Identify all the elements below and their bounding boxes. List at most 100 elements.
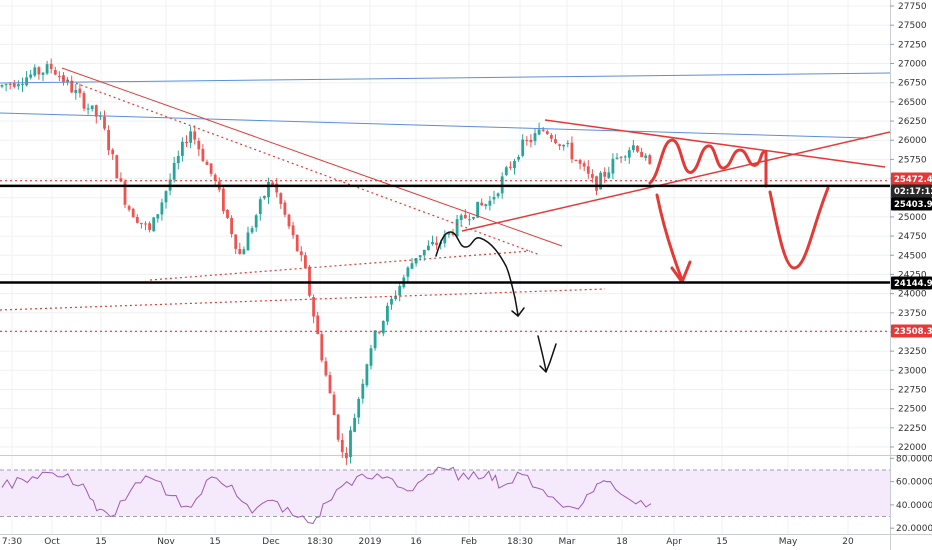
price-tag-bg: [891, 184, 932, 198]
projection-wave: [648, 138, 768, 188]
price-tick-label: 23250: [898, 347, 927, 357]
candle-body: [533, 133, 537, 142]
candle-body: [197, 140, 201, 150]
price-tag-bg: [891, 197, 932, 211]
price-tag-label: 25472.47: [894, 175, 932, 185]
candle-body: [201, 148, 205, 161]
candle-body: [176, 155, 180, 164]
candle-body: [570, 142, 574, 160]
candle-body: [230, 217, 233, 235]
candle-body: [369, 348, 373, 366]
candle-body: [164, 191, 168, 203]
candle-body: [148, 223, 151, 230]
candle-body: [78, 88, 82, 94]
candle-body: [119, 178, 123, 182]
price-tick-label: 27250: [898, 40, 927, 50]
candle-body: [25, 77, 28, 86]
candle-body: [324, 361, 328, 376]
trendline-blue-upper: [0, 72, 891, 84]
candle-body: [381, 320, 385, 334]
candle-body: [586, 166, 590, 174]
candle-body: [443, 234, 447, 244]
candle-body: [595, 176, 598, 191]
time-tick-label: 15: [95, 537, 106, 547]
candle-body: [152, 217, 156, 232]
candle-body: [492, 196, 496, 200]
candle-body: [226, 209, 229, 218]
candle-body: [611, 158, 615, 174]
price-tag-label: 23508.39: [894, 327, 932, 337]
triangle-lower-line: [461, 131, 891, 232]
price-tick-label: 25000: [898, 213, 927, 223]
candle-body: [53, 70, 57, 75]
rsi-tick-label: 80.0000: [896, 454, 932, 464]
candle-body: [160, 202, 164, 215]
trendline-red-dotted-support-1: [149, 250, 531, 281]
candle-body: [623, 156, 627, 158]
candle-body: [82, 93, 86, 109]
candle-body: [291, 225, 295, 236]
price-tick-label: 22000: [898, 443, 927, 453]
candle-body: [459, 215, 463, 220]
candle-body: [123, 181, 127, 205]
candles: [0, 58, 652, 466]
black-scribble-path: [435, 231, 516, 299]
candle-body: [435, 242, 438, 246]
candle-body: [258, 199, 262, 215]
candle-body: [234, 234, 238, 249]
price-tag-bg: [891, 276, 932, 290]
price-tick-label: 24500: [898, 251, 927, 261]
candle-body: [582, 163, 586, 167]
candle-body: [103, 116, 106, 129]
rsi-line: [1, 466, 652, 525]
price-tick-label: 23000: [898, 366, 927, 376]
candle-body: [250, 228, 254, 233]
candle-body: [238, 249, 242, 254]
candle-body: [189, 131, 192, 143]
candle-body: [521, 139, 525, 156]
candle-body: [537, 129, 541, 135]
candle-body: [33, 67, 37, 76]
candle-body: [295, 234, 299, 251]
candle-body: [603, 171, 607, 177]
time-tick-label: 7:30: [2, 537, 22, 547]
candle-body: [627, 150, 631, 158]
time-tick-label: 15: [209, 537, 220, 547]
rsi-tick-label: 20.0000: [896, 524, 932, 534]
candle-body: [254, 215, 258, 228]
candle-body: [517, 156, 520, 160]
time-tick-label: May: [779, 537, 798, 547]
candle-body: [172, 163, 176, 180]
candle-body: [349, 430, 352, 458]
candle-body: [283, 202, 287, 215]
candle-body: [37, 67, 41, 75]
candle-body: [144, 223, 147, 225]
candle-body: [135, 217, 139, 223]
price-tag-bg: [891, 172, 932, 186]
candle-body: [271, 182, 274, 185]
price-tag-bg: [891, 324, 932, 338]
time-tick-label: Apr: [666, 537, 682, 547]
trendline-blue-lower: [0, 112, 869, 139]
price-tick-label: 26250: [898, 117, 927, 127]
candle-body: [455, 219, 459, 237]
candle-body: [41, 72, 45, 75]
candle-body: [406, 267, 410, 277]
candle-body: [275, 183, 279, 193]
price-tick-label: 26750: [898, 79, 927, 89]
candle-body: [472, 217, 475, 219]
candle-body: [468, 219, 471, 221]
candle-body: [418, 255, 422, 258]
candle-body: [632, 145, 635, 151]
time-tick-label: Nov: [157, 537, 175, 547]
candle-body: [8, 83, 12, 85]
rsi-axis: 20.0000 40.0000 60.0000 80.0000: [890, 454, 932, 534]
candle-body: [554, 139, 557, 144]
candle-body: [0, 85, 4, 87]
candle-body: [422, 249, 426, 256]
candle-body: [213, 174, 217, 181]
candle-body: [193, 131, 197, 140]
